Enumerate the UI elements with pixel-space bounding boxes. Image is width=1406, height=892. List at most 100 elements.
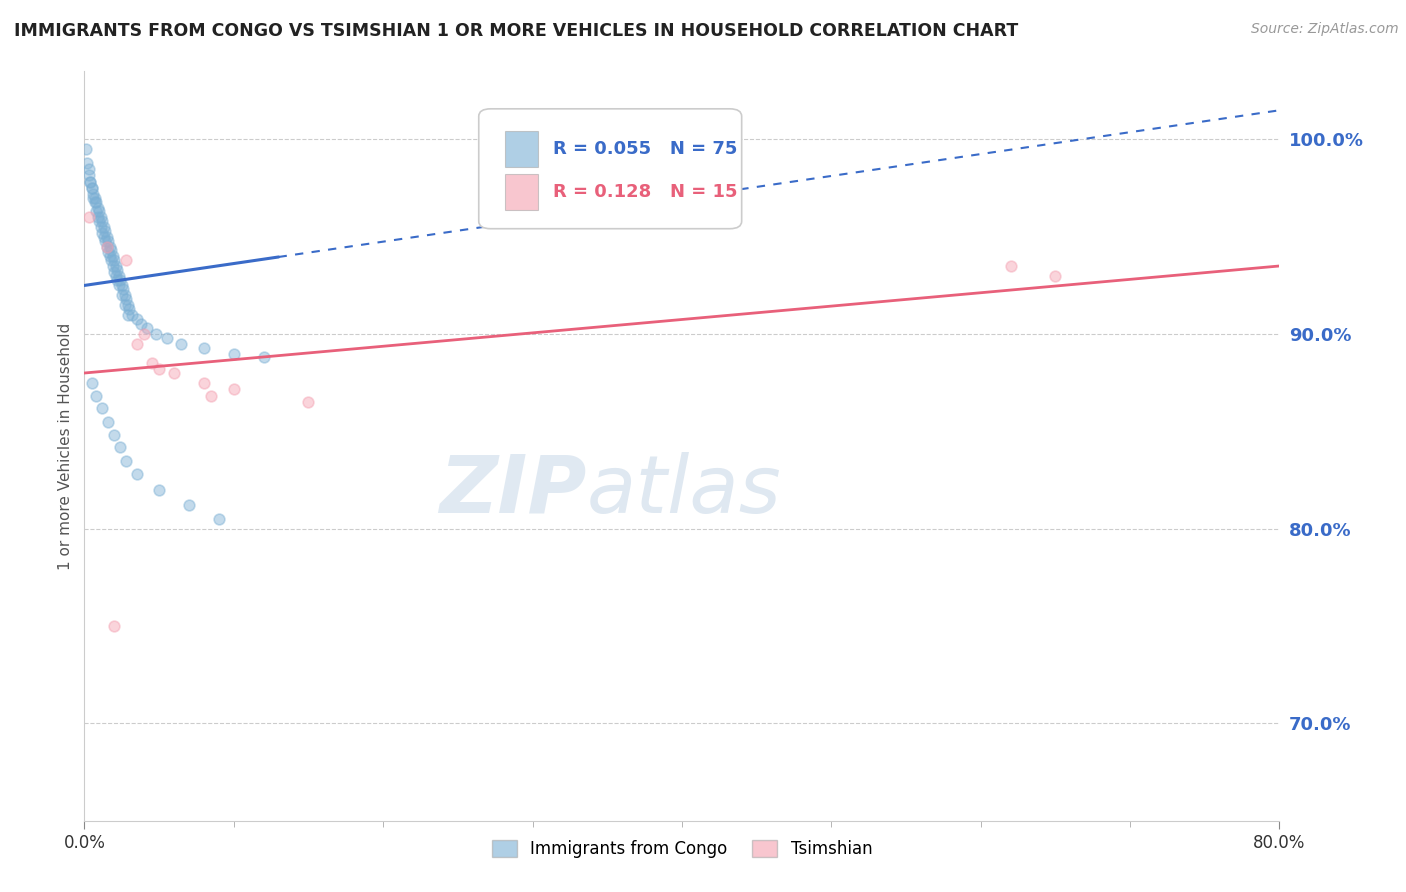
Point bbox=[91, 401, 114, 415]
Point bbox=[103, 253, 125, 268]
Point bbox=[97, 234, 120, 248]
FancyBboxPatch shape bbox=[479, 109, 742, 228]
Point bbox=[155, 331, 177, 345]
Text: R = 0.055   N = 75: R = 0.055 N = 75 bbox=[553, 139, 737, 158]
Point bbox=[200, 389, 222, 403]
Point bbox=[125, 336, 148, 351]
Point bbox=[222, 382, 245, 396]
Point bbox=[111, 288, 134, 302]
Point bbox=[132, 327, 156, 342]
Point bbox=[77, 168, 100, 182]
Point bbox=[121, 308, 143, 322]
Text: IMMIGRANTS FROM CONGO VS TSIMSHIAN 1 OR MORE VEHICLES IN HOUSEHOLD CORRELATION C: IMMIGRANTS FROM CONGO VS TSIMSHIAN 1 OR … bbox=[14, 22, 1018, 40]
Point bbox=[82, 191, 104, 205]
Text: ZIP: ZIP bbox=[439, 452, 586, 530]
Point bbox=[114, 298, 136, 312]
Point bbox=[100, 253, 122, 268]
Point bbox=[86, 194, 108, 209]
Point bbox=[89, 204, 111, 219]
Point bbox=[98, 239, 121, 253]
Point bbox=[118, 301, 141, 316]
Y-axis label: 1 or more Vehicles in Household: 1 or more Vehicles in Household bbox=[58, 322, 73, 570]
Point bbox=[101, 259, 124, 273]
Point bbox=[96, 229, 118, 244]
Point bbox=[80, 181, 103, 195]
Point bbox=[107, 268, 129, 283]
Point bbox=[100, 244, 122, 258]
Point bbox=[103, 619, 125, 633]
Point bbox=[93, 220, 115, 235]
Point bbox=[77, 161, 100, 176]
Point bbox=[253, 351, 276, 365]
Point bbox=[94, 224, 117, 238]
Point bbox=[83, 191, 105, 205]
Point bbox=[136, 321, 159, 335]
Legend: Immigrants from Congo, Tsimshian: Immigrants from Congo, Tsimshian bbox=[485, 833, 879, 864]
Point bbox=[105, 272, 128, 286]
Point bbox=[117, 298, 139, 312]
Point bbox=[193, 376, 215, 390]
Point bbox=[93, 229, 115, 244]
Text: R = 0.128   N = 15: R = 0.128 N = 15 bbox=[553, 183, 737, 201]
Point bbox=[98, 249, 121, 263]
Point bbox=[115, 292, 138, 306]
Point bbox=[87, 201, 110, 215]
Point bbox=[82, 186, 104, 201]
Point bbox=[112, 282, 135, 296]
Point bbox=[96, 239, 118, 253]
Point bbox=[115, 453, 138, 467]
FancyBboxPatch shape bbox=[505, 130, 538, 167]
Point bbox=[208, 512, 231, 526]
Point bbox=[163, 366, 186, 380]
Point bbox=[141, 356, 163, 370]
Point bbox=[177, 499, 200, 513]
Point bbox=[297, 395, 319, 409]
Point bbox=[94, 234, 117, 248]
Point bbox=[110, 272, 132, 286]
Point bbox=[75, 142, 97, 156]
Point bbox=[107, 278, 129, 293]
Point bbox=[125, 311, 148, 326]
Point bbox=[1045, 268, 1067, 283]
Point bbox=[79, 175, 101, 189]
Point bbox=[105, 263, 128, 277]
Point bbox=[104, 259, 127, 273]
Point bbox=[115, 253, 138, 268]
Point bbox=[86, 204, 108, 219]
Point bbox=[114, 288, 136, 302]
Point bbox=[77, 211, 100, 225]
Point bbox=[83, 194, 105, 209]
Point bbox=[170, 336, 193, 351]
FancyBboxPatch shape bbox=[505, 174, 538, 210]
Point bbox=[97, 245, 120, 260]
Point bbox=[91, 226, 114, 240]
Point bbox=[148, 362, 170, 376]
Point bbox=[86, 389, 108, 403]
Point bbox=[111, 278, 134, 293]
Point bbox=[104, 268, 127, 283]
Point bbox=[103, 265, 125, 279]
Point bbox=[110, 440, 132, 454]
Point bbox=[80, 181, 103, 195]
Point bbox=[101, 249, 124, 263]
Point bbox=[76, 156, 98, 170]
Point bbox=[103, 428, 125, 442]
Point bbox=[91, 214, 114, 228]
Point bbox=[129, 318, 152, 332]
Point bbox=[79, 175, 101, 189]
Point bbox=[96, 239, 118, 253]
Point bbox=[125, 467, 148, 482]
Text: Source: ZipAtlas.com: Source: ZipAtlas.com bbox=[1251, 22, 1399, 37]
Point bbox=[222, 346, 245, 360]
Point bbox=[90, 211, 112, 225]
Point bbox=[87, 211, 110, 225]
Point bbox=[117, 308, 139, 322]
Point bbox=[97, 415, 120, 429]
Point bbox=[89, 214, 111, 228]
Point bbox=[193, 341, 215, 355]
Point bbox=[80, 376, 103, 390]
Point bbox=[148, 483, 170, 497]
Point bbox=[1000, 259, 1022, 273]
Point bbox=[90, 220, 112, 235]
Point bbox=[145, 327, 167, 342]
